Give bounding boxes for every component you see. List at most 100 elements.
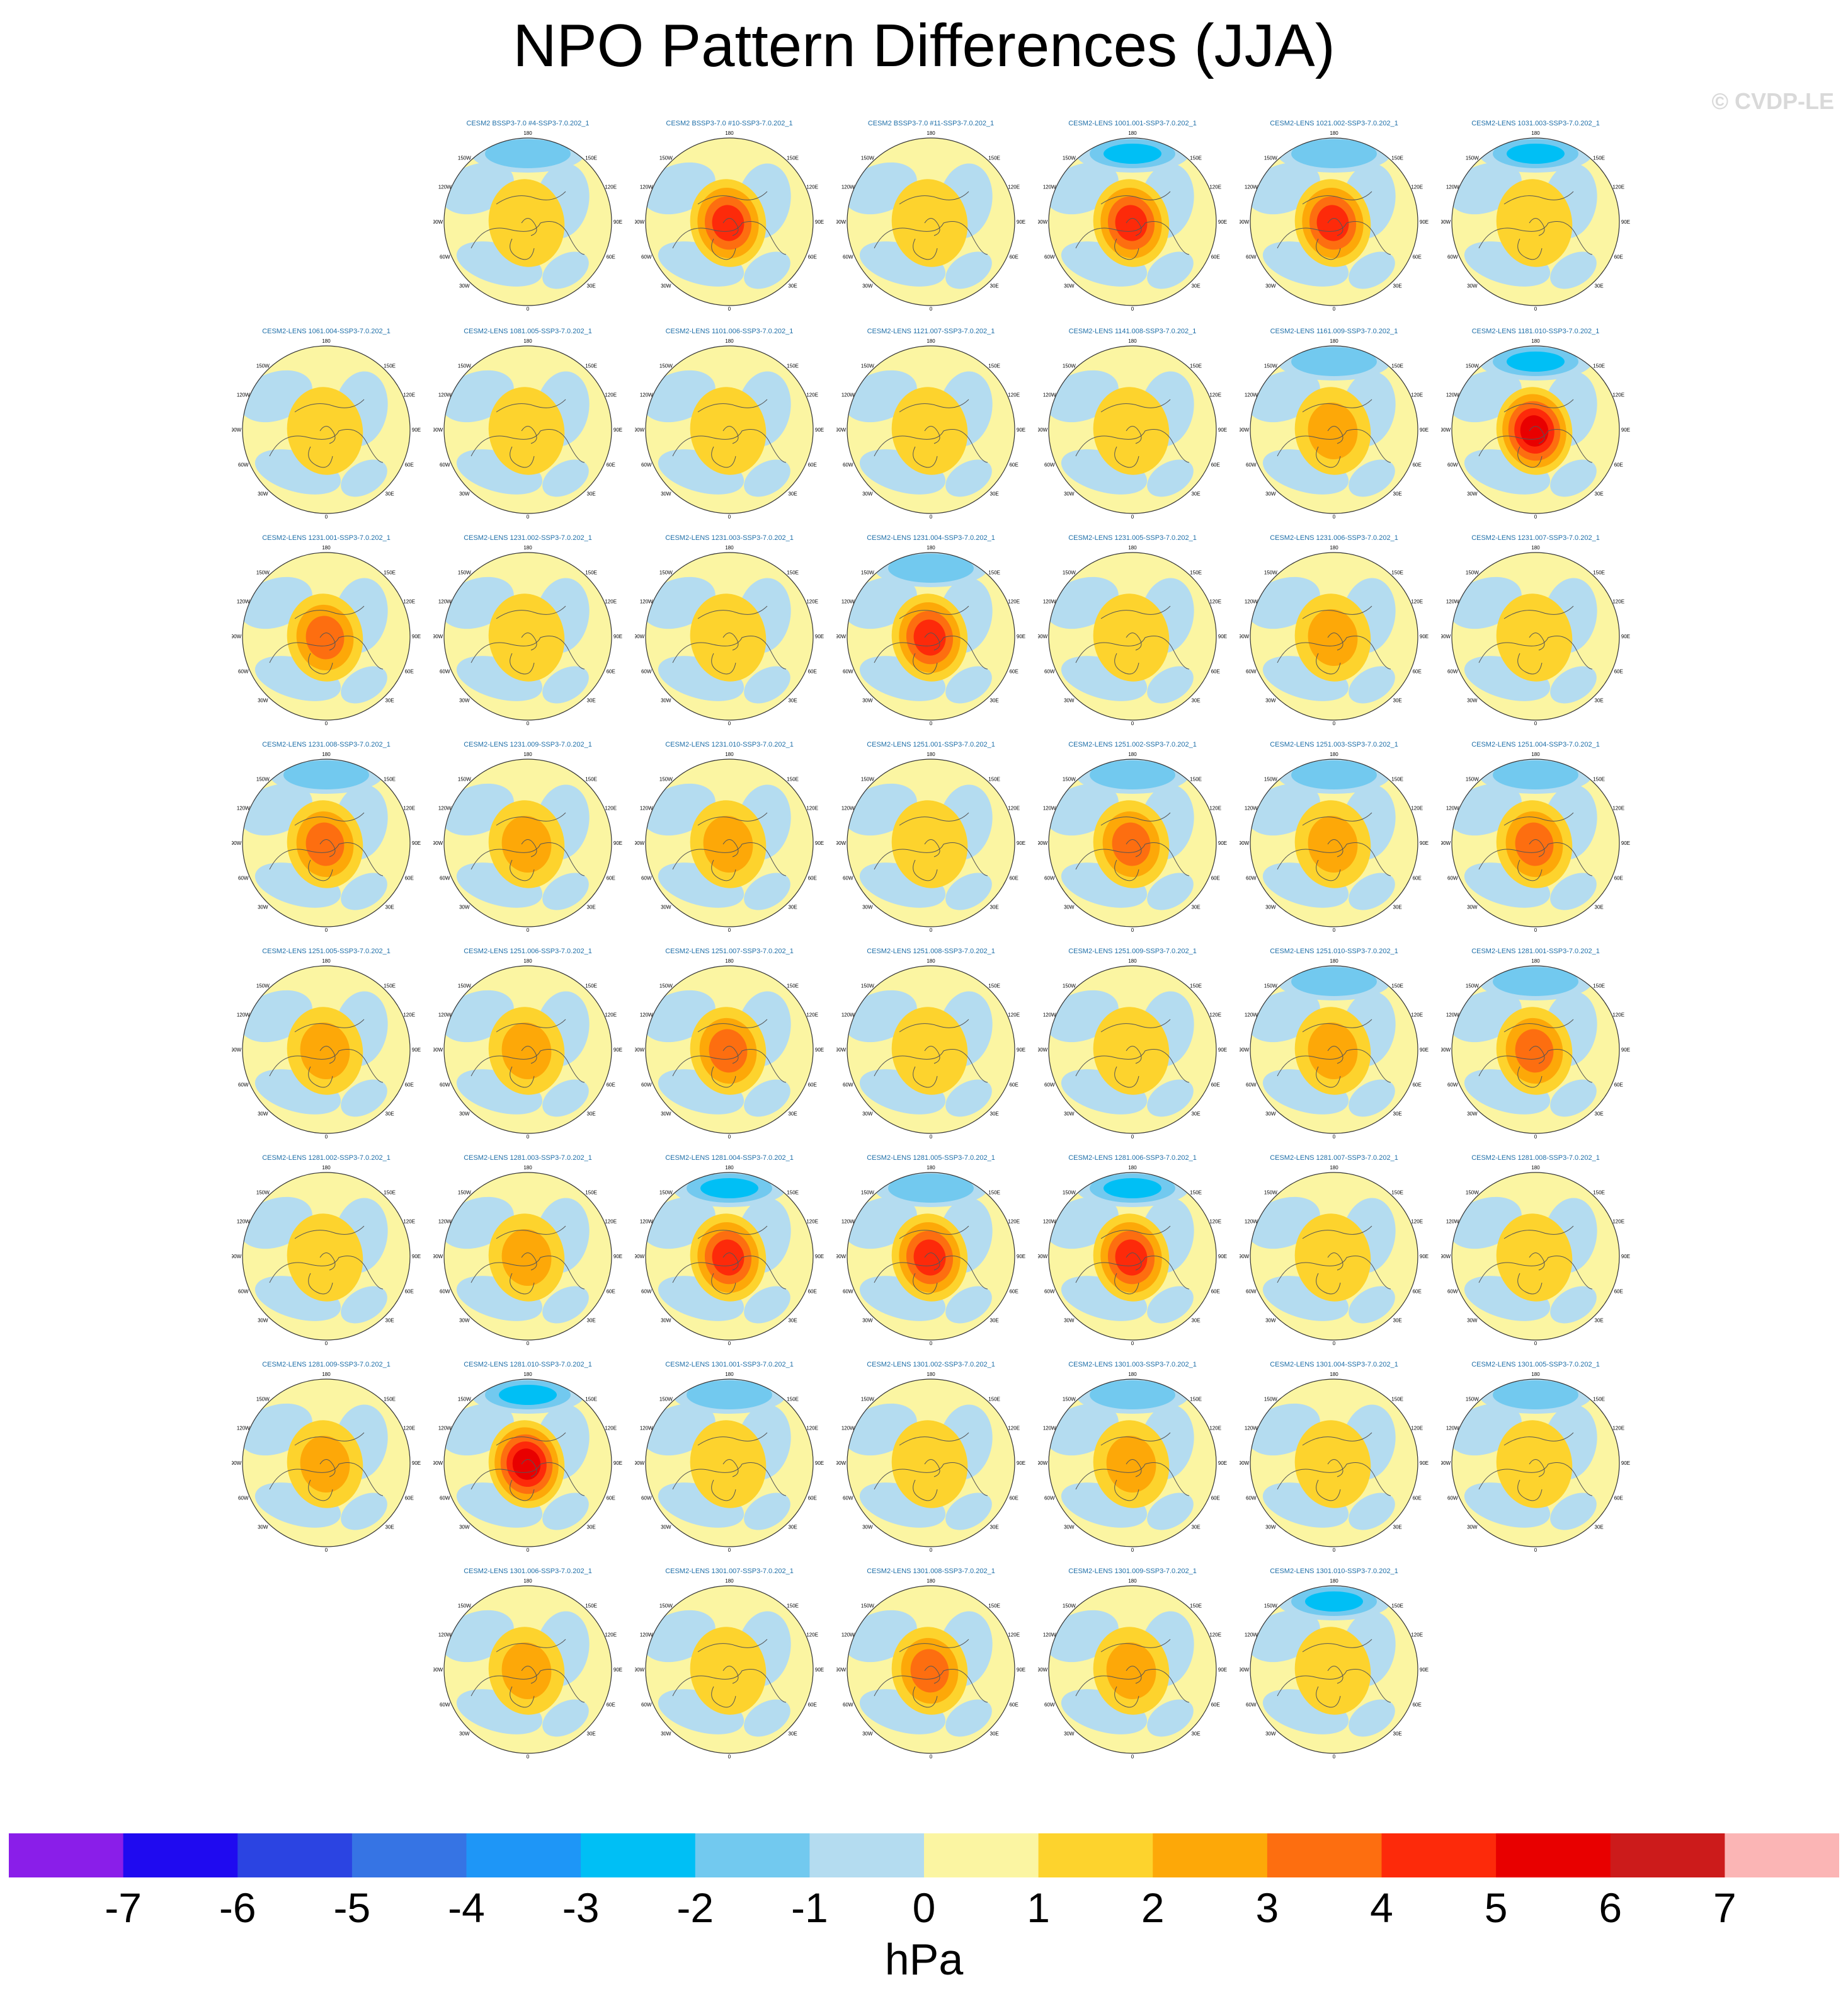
longitude-label: 180 bbox=[1128, 1578, 1137, 1584]
field-contour bbox=[1550, 459, 1597, 497]
longitude-label: 30W bbox=[1064, 1318, 1075, 1324]
field-contour bbox=[744, 459, 790, 497]
longitude-label: 120E bbox=[1008, 1012, 1020, 1017]
coastline bbox=[1478, 1019, 1593, 1088]
longitude-label: 90E bbox=[815, 1254, 824, 1259]
longitude-label: 120W bbox=[640, 1632, 653, 1637]
longitude-label: 180 bbox=[1330, 1372, 1338, 1377]
longitude-label: 150W bbox=[659, 1603, 673, 1608]
longitude-label: 90E bbox=[1420, 840, 1429, 846]
longitude-label: 120W bbox=[640, 392, 653, 398]
map-panel-title: CESM2-LENS 1281.004-SSP3-7.0.202_1 bbox=[665, 1154, 794, 1162]
longitude-label: 90W bbox=[433, 219, 443, 225]
map-boundary bbox=[1250, 552, 1418, 721]
longitude-label: 180 bbox=[1330, 130, 1338, 136]
longitude-label: 150E bbox=[787, 1396, 799, 1402]
longitude-label: 180 bbox=[1330, 1165, 1338, 1171]
field-contour bbox=[1349, 251, 1395, 289]
coastline bbox=[672, 191, 787, 260]
field-contour bbox=[1147, 1699, 1194, 1737]
field-contour bbox=[501, 1642, 552, 1700]
longitude-label: 150E bbox=[988, 363, 1000, 369]
polar-map: 180 0 150W 120W 90W 60W 30W 150E 120E 90E 60E 30E bbox=[836, 1165, 1025, 1346]
longitude-label: 150W bbox=[458, 155, 471, 161]
longitude-label: 0 bbox=[325, 721, 328, 726]
map-panel: CESM2-LENS 1231.009-SSP3-7.0.202_1 180 0 15… bbox=[433, 741, 622, 932]
map-panel-title: CESM2-LENS 1281.001-SSP3-7.0.202_1 bbox=[1471, 948, 1600, 955]
longitude-label: 150E bbox=[585, 570, 597, 575]
coastline bbox=[269, 605, 384, 675]
field-contour bbox=[501, 815, 552, 873]
longitude-label: 30E bbox=[1192, 491, 1201, 497]
longitude-label: 30W bbox=[1467, 1525, 1478, 1530]
coastline bbox=[874, 812, 988, 881]
longitude-label: 60W bbox=[641, 1702, 652, 1708]
map-panel-title: CESM2-LENS 1231.006-SSP3-7.0.202_1 bbox=[1270, 534, 1398, 542]
longitude-label: 120W bbox=[841, 599, 855, 604]
map-panel: CESM2 BSSP3-7.0 #10-SSP3-7.0.202_1 180 0 15… bbox=[635, 120, 824, 311]
coastline bbox=[1478, 605, 1593, 675]
longitude-label: 60W bbox=[440, 876, 450, 881]
field-contour bbox=[300, 1435, 350, 1493]
map-panel-title: CESM2-LENS 1281.006-SSP3-7.0.202_1 bbox=[1068, 1154, 1197, 1162]
longitude-label: 150E bbox=[1391, 1189, 1403, 1195]
longitude-label: 120E bbox=[605, 1425, 617, 1431]
longitude-label: 180 bbox=[927, 1578, 935, 1584]
coastline bbox=[269, 1225, 384, 1295]
longitude-label: 60E bbox=[607, 1289, 615, 1295]
map-panel: CESM2-LENS 1001.001-SSP3-7.0.202_1 180 0 15… bbox=[1038, 120, 1227, 311]
longitude-label: 150E bbox=[1593, 983, 1605, 988]
map-panel-title: CESM2-LENS 1231.003-SSP3-7.0.202_1 bbox=[665, 534, 794, 542]
longitude-label: 150E bbox=[988, 155, 1000, 161]
longitude-label: 30E bbox=[587, 491, 596, 497]
map-boundary bbox=[847, 137, 1015, 306]
longitude-label: 0 bbox=[325, 927, 328, 932]
polar-map: 180 0 150W 120W 90W 60W 30W 150E 120E 90E 60E 30E bbox=[232, 338, 421, 519]
longitude-label: 150E bbox=[1391, 155, 1403, 161]
longitude-label: 150E bbox=[585, 155, 597, 161]
longitude-label: 0 bbox=[527, 1754, 530, 1759]
colorbar-tick: 3 bbox=[1255, 1884, 1279, 1931]
field-contour bbox=[341, 459, 387, 497]
longitude-label: 30E bbox=[1192, 698, 1201, 704]
field-contour bbox=[744, 873, 790, 910]
longitude-label: 150E bbox=[1593, 570, 1605, 575]
map-panel: CESM2 BSSP3-7.0 #4-SSP3-7.0.202_1 180 0 150… bbox=[433, 120, 622, 311]
map-panel-title: CESM2-LENS 1301.004-SSP3-7.0.202_1 bbox=[1270, 1361, 1398, 1368]
map-panel-title: CESM2-LENS 1251.001-SSP3-7.0.202_1 bbox=[867, 741, 995, 748]
longitude-label: 150E bbox=[988, 1189, 1000, 1195]
longitude-label: 120W bbox=[841, 392, 855, 398]
map-panel: CESM2-LENS 1301.006-SSP3-7.0.202_1 180 0 15… bbox=[433, 1567, 622, 1759]
map-panel: CESM2-LENS 1161.009-SSP3-7.0.202_1 180 0 15… bbox=[1240, 328, 1429, 519]
longitude-label: 120W bbox=[1043, 1012, 1056, 1017]
polar-map: 180 0 150W 120W 90W 60W 30W 150E 120E 90E 60E 30E bbox=[433, 130, 622, 311]
longitude-label: 60E bbox=[1413, 462, 1422, 468]
field-contour bbox=[1496, 593, 1573, 682]
map-panel-title: CESM2-LENS 1251.007-SSP3-7.0.202_1 bbox=[665, 948, 794, 955]
map-panel-title: CESM2-LENS 1001.001-SSP3-7.0.202_1 bbox=[1068, 120, 1197, 127]
longitude-label: 60E bbox=[808, 876, 817, 881]
field-contour bbox=[1115, 1239, 1148, 1276]
map-panel: CESM2-LENS 1251.003-SSP3-7.0.202_1 180 0 15… bbox=[1240, 741, 1429, 932]
longitude-label: 90W bbox=[836, 1047, 847, 1053]
longitude-label: 60W bbox=[1044, 255, 1055, 260]
polar-map: 180 0 150W 120W 90W 60W 30W 150E 120E 90E 60E 30E bbox=[836, 338, 1025, 519]
field-contour bbox=[1520, 415, 1549, 447]
longitude-label: 60E bbox=[1614, 1082, 1623, 1088]
longitude-label: 90W bbox=[1038, 1047, 1048, 1053]
longitude-label: 30W bbox=[661, 1111, 671, 1117]
longitude-label: 0 bbox=[728, 1547, 731, 1552]
longitude-label: 90E bbox=[1621, 840, 1630, 846]
longitude-label: 150W bbox=[1264, 983, 1277, 988]
longitude-label: 120W bbox=[1043, 392, 1056, 398]
longitude-label: 120E bbox=[1411, 805, 1423, 811]
field-contour bbox=[891, 387, 968, 475]
longitude-label: 30E bbox=[789, 1731, 797, 1737]
colorbar-tick: -6 bbox=[219, 1884, 256, 1931]
longitude-label: 90W bbox=[836, 1667, 847, 1673]
longitude-label: 60W bbox=[1246, 876, 1257, 881]
field-contour bbox=[1550, 1493, 1597, 1530]
longitude-label: 180 bbox=[1330, 545, 1338, 551]
field-contour bbox=[1308, 1022, 1358, 1080]
coastline bbox=[672, 1432, 787, 1501]
